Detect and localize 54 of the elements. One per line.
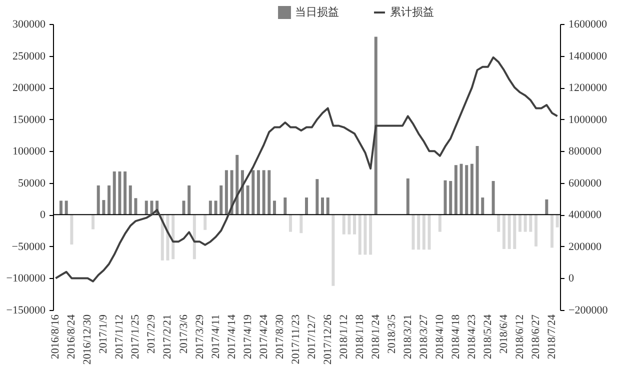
x-tick-label: 2018/7/24 xyxy=(546,314,558,360)
x-tick-label: 2017/1/9 xyxy=(98,314,110,354)
x-tick-label: 2018/1/12 xyxy=(338,314,350,360)
y2-tick-label: 0 xyxy=(568,272,574,285)
x-tick-label: 2017/4/19 xyxy=(242,314,254,360)
y-tick-label: 150000 xyxy=(12,114,46,126)
y-tick-label: 300000 xyxy=(12,18,46,30)
legend-label: 累计损益 xyxy=(390,6,434,18)
x-tick-label: 2018/6/27 xyxy=(530,314,542,360)
y-tick-label: −50000 xyxy=(12,240,46,253)
x-tick-label: 2018/3/5 xyxy=(386,314,398,354)
x-tick-label: 2018/4/23 xyxy=(466,314,478,360)
y2-tick-label: 1200000 xyxy=(568,82,608,94)
y2-tick-label: 1000000 xyxy=(568,114,608,126)
x-tick-label: 2018/3/21 xyxy=(402,314,414,360)
x-tick-label: 2017/1/25 xyxy=(130,314,142,360)
y-tick-label: 200000 xyxy=(12,82,46,94)
x-tick-label: 2018/5/24 xyxy=(482,314,494,360)
x-tick-label: 2018/6/12 xyxy=(514,314,526,360)
x-tick-label: 2016/12/30 xyxy=(82,314,94,365)
x-tick-label: 2018/4/18 xyxy=(450,314,462,360)
x-tick-label: 2018/1/24 xyxy=(370,314,382,360)
x-tick-label: 2017/8/30 xyxy=(274,314,286,360)
x-tick-label: 2017/2/9 xyxy=(146,314,158,354)
y-tick-label: 0 xyxy=(40,209,46,222)
legend-label: 当日损益 xyxy=(295,6,339,18)
y-tick-label: −150000 xyxy=(6,304,46,316)
x-tick-label: 2017/4/24 xyxy=(258,314,270,360)
y-tick-label: 250000 xyxy=(12,50,46,62)
y-tick-label: 100000 xyxy=(12,146,46,158)
x-tick-label: 2016/8/16 xyxy=(50,314,62,360)
x-tick-label: 2018/3/27 xyxy=(418,314,430,360)
x-tick-label: 2017/4/11 xyxy=(210,314,222,359)
y2-tick-label: 200000 xyxy=(568,240,602,253)
x-tick-label: 2018/4/10 xyxy=(434,314,446,360)
x-tick-label: 2017/3/29 xyxy=(194,314,206,360)
x-tick-label: 2017/4/14 xyxy=(226,314,238,360)
x-tick-label: 2016/8/24 xyxy=(66,314,78,360)
y2-tick-label: 1600000 xyxy=(568,18,608,30)
y2-tick-label: 1400000 xyxy=(568,50,608,62)
y-tick-label: 50000 xyxy=(18,177,46,190)
x-tick-label: 2018/1/18 xyxy=(354,314,366,360)
x-tick-label: 2017/12/7 xyxy=(306,314,318,360)
x-tick-label: 2017/3/6 xyxy=(178,314,190,354)
y2-tick-label: −200000 xyxy=(568,304,608,316)
x-tick-label: 2017/11/23 xyxy=(290,314,302,364)
y2-tick-label: 600000 xyxy=(568,177,602,190)
x-tick-label: 2018/6/4 xyxy=(498,314,510,354)
y2-tick-label: 400000 xyxy=(568,209,602,222)
x-tick-label: 2017/1/12 xyxy=(114,314,126,360)
x-tick-label: 2017/12/26 xyxy=(322,314,334,365)
x-tick-label: 2017/2/21 xyxy=(162,314,174,360)
y-tick-label: −100000 xyxy=(6,272,46,285)
y2-tick-label: 800000 xyxy=(568,146,602,158)
